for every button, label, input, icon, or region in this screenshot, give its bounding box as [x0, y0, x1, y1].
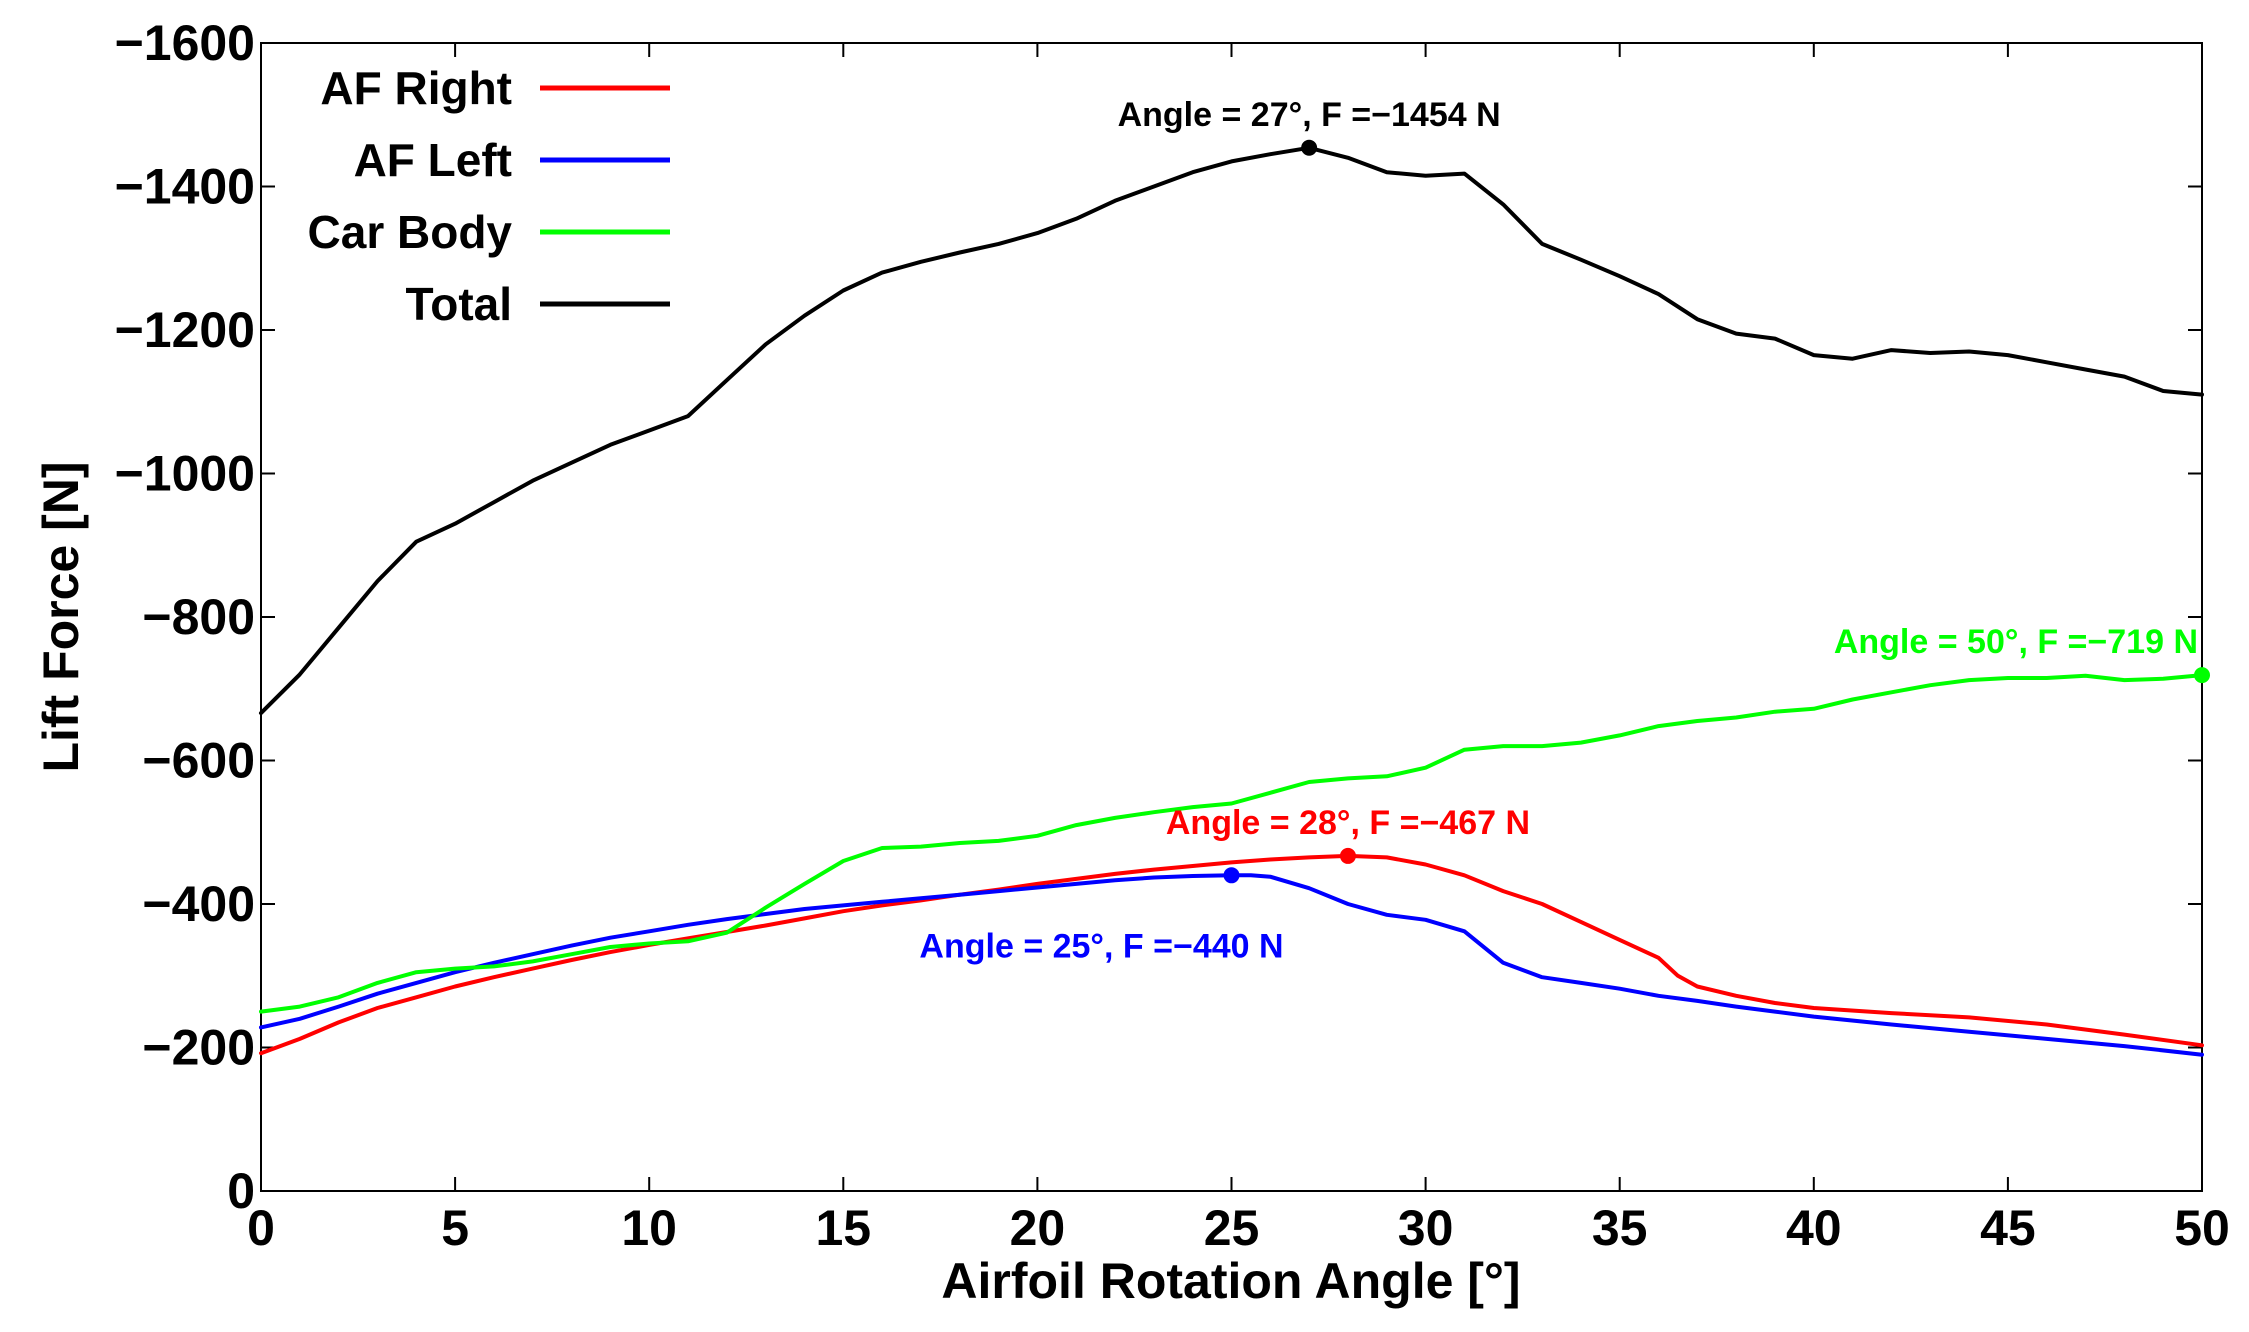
y-axis-title: Lift Force [N] [33, 461, 89, 772]
annotation-label: Angle = 25°, F =−440 N [919, 927, 1283, 965]
series-line-car-body [259, 673, 2204, 1014]
x-tick-label: 40 [1786, 1200, 1842, 1256]
y-tick-label: −600 [142, 733, 255, 789]
x-tick-label: 20 [1010, 1200, 1066, 1256]
x-tick-label: 35 [1592, 1200, 1648, 1256]
peak-annotations: Angle = 27°, F =−1454 N Angle = 50°, F =−… [919, 96, 2198, 966]
x-tick-label: 45 [1980, 1200, 2036, 1256]
y-tick-label: 0 [227, 1163, 255, 1219]
peak-marker [1223, 867, 1240, 884]
x-tick-label: 15 [815, 1200, 871, 1256]
peak-markers [1223, 139, 2210, 884]
peak-marker [1339, 847, 1356, 864]
annotation-label: Angle = 50°, F =−719 N [1834, 623, 2198, 661]
y-tick-label: −1600 [115, 15, 255, 71]
y-tick-label: −1400 [115, 159, 255, 215]
series-lines [259, 145, 2204, 1057]
series-line-af-left [259, 873, 2204, 1057]
legend-label: AF Left [354, 134, 512, 186]
x-tick-label: 50 [2174, 1200, 2230, 1256]
y-tick-label: −1200 [115, 302, 255, 358]
y-tick-label: −800 [142, 589, 255, 645]
legend-label: Car Body [308, 206, 513, 258]
y-tick-label: −1000 [115, 446, 255, 502]
y-tick-label: −200 [142, 1020, 255, 1076]
x-axis-title: Airfoil Rotation Angle [°] [941, 1253, 1520, 1309]
legend: AF Right AF Left Car Body Total [308, 62, 670, 330]
x-tick-label: 25 [1204, 1200, 1260, 1256]
series-line-total [259, 145, 2204, 716]
annotation-label: Angle = 27°, F =−1454 N [1118, 96, 1501, 134]
legend-label: AF Right [320, 62, 512, 114]
y-tick-label: −400 [142, 876, 255, 932]
peak-marker [2194, 667, 2210, 684]
x-tick-label: 10 [621, 1200, 677, 1256]
x-tick-label: 5 [441, 1200, 469, 1256]
legend-label: Total [406, 278, 512, 330]
plot-area-frame [260, 42, 2203, 1192]
x-tick-label: 0 [247, 1200, 275, 1256]
series-line-af-right [259, 853, 2204, 1056]
axis-ticks: 0 5 10 15 20 25 30 35 40 45 50 0 −200 −400 −600 −800 −10… [115, 15, 2230, 1256]
annotation-label: Angle = 28°, F =−467 N [1166, 804, 1530, 842]
x-tick-label: 30 [1398, 1200, 1454, 1256]
peak-marker [1301, 139, 1318, 156]
